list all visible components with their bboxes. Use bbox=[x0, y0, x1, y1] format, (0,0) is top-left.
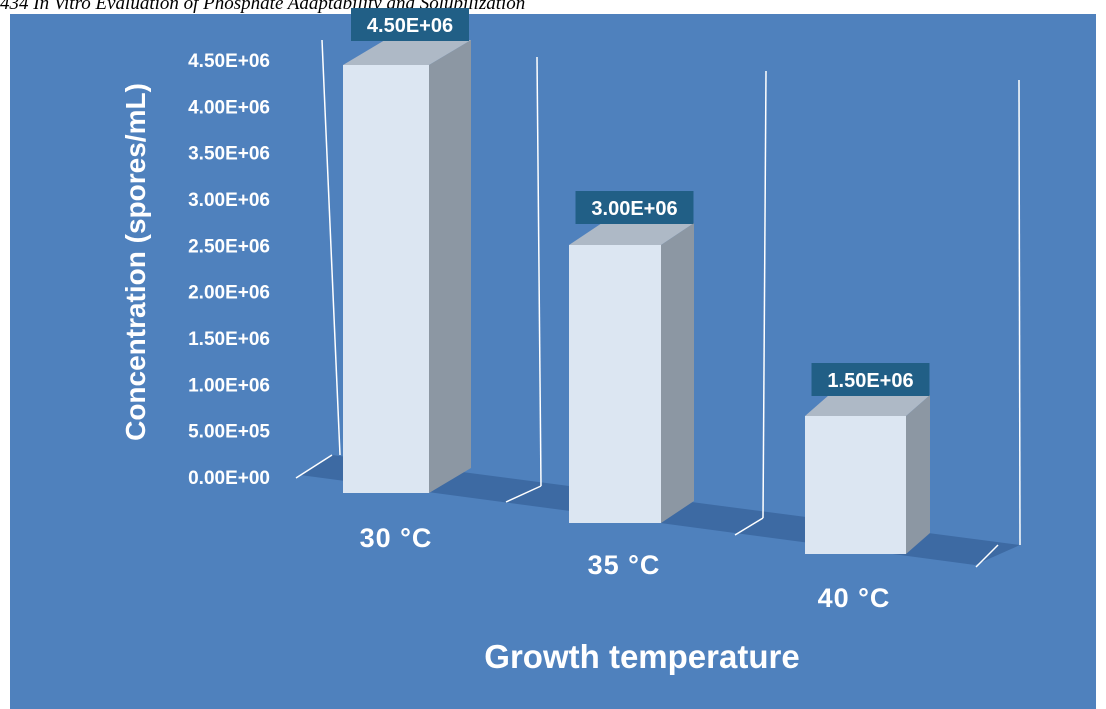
y-tick-label: 0.00E+00 bbox=[188, 468, 270, 489]
data-label-box bbox=[811, 363, 930, 396]
floor-edge-line bbox=[505, 485, 542, 503]
data-label: 1.50E+06 bbox=[827, 370, 913, 392]
bar-front-face bbox=[805, 416, 906, 554]
bar-side-face bbox=[906, 395, 930, 554]
data-label: 3.00E+06 bbox=[591, 198, 677, 220]
floor-edge-line bbox=[975, 544, 999, 568]
chart-background bbox=[10, 14, 1096, 709]
bar-top-face bbox=[569, 223, 694, 245]
y-tick-label: 4.00E+06 bbox=[188, 97, 270, 118]
floor-edge-line bbox=[295, 454, 333, 479]
data-label-box bbox=[575, 191, 694, 224]
bar-top-face bbox=[343, 40, 471, 65]
y-axis-title: Concentration (spores/mL) bbox=[120, 83, 151, 441]
y-tick-label: 3.50E+06 bbox=[188, 144, 270, 165]
x-category-label: 30 °C bbox=[360, 523, 433, 553]
data-labels: 4.50E+06 3.00E+06 1.50E+06 bbox=[351, 8, 930, 396]
x-axis-categories: 30 °C 35 °C 40 °C bbox=[360, 523, 891, 613]
x-axis-title: Growth temperature bbox=[484, 638, 799, 675]
y-tick-label: 4.50E+06 bbox=[188, 51, 270, 72]
y-axis-ticks: 0.00E+00 5.00E+05 1.00E+06 1.50E+06 2.00E+06… bbox=[188, 51, 270, 489]
data-label-box bbox=[351, 8, 469, 41]
wall-line bbox=[1018, 79, 1021, 546]
bar-side-face bbox=[429, 40, 471, 493]
y-tick-label: 5.00E+05 bbox=[188, 422, 270, 443]
y-tick-label: 1.50E+06 bbox=[188, 329, 270, 350]
floor-edge-line bbox=[734, 517, 764, 536]
bar bbox=[343, 40, 471, 493]
x-category-label: 35 °C bbox=[588, 550, 661, 580]
y-tick-label: 2.50E+06 bbox=[188, 236, 270, 257]
bars bbox=[343, 40, 930, 554]
wall-line bbox=[536, 56, 542, 487]
y-tick-label: 2.00E+06 bbox=[188, 283, 270, 304]
x-category-label: 40 °C bbox=[818, 583, 891, 613]
bar-front-face bbox=[569, 245, 661, 523]
wall-line bbox=[321, 39, 341, 456]
wall-line bbox=[762, 70, 767, 519]
y-tick-label: 3.00E+06 bbox=[188, 190, 270, 211]
data-label: 4.50E+06 bbox=[367, 15, 453, 37]
chart-wall-lines bbox=[321, 39, 1021, 546]
y-tick-label: 1.00E+06 bbox=[188, 375, 270, 396]
bar bbox=[569, 223, 694, 523]
bar bbox=[805, 395, 930, 554]
bar-top-face bbox=[805, 395, 930, 416]
bar-side-face bbox=[661, 223, 694, 523]
bar-front-face bbox=[343, 65, 429, 493]
